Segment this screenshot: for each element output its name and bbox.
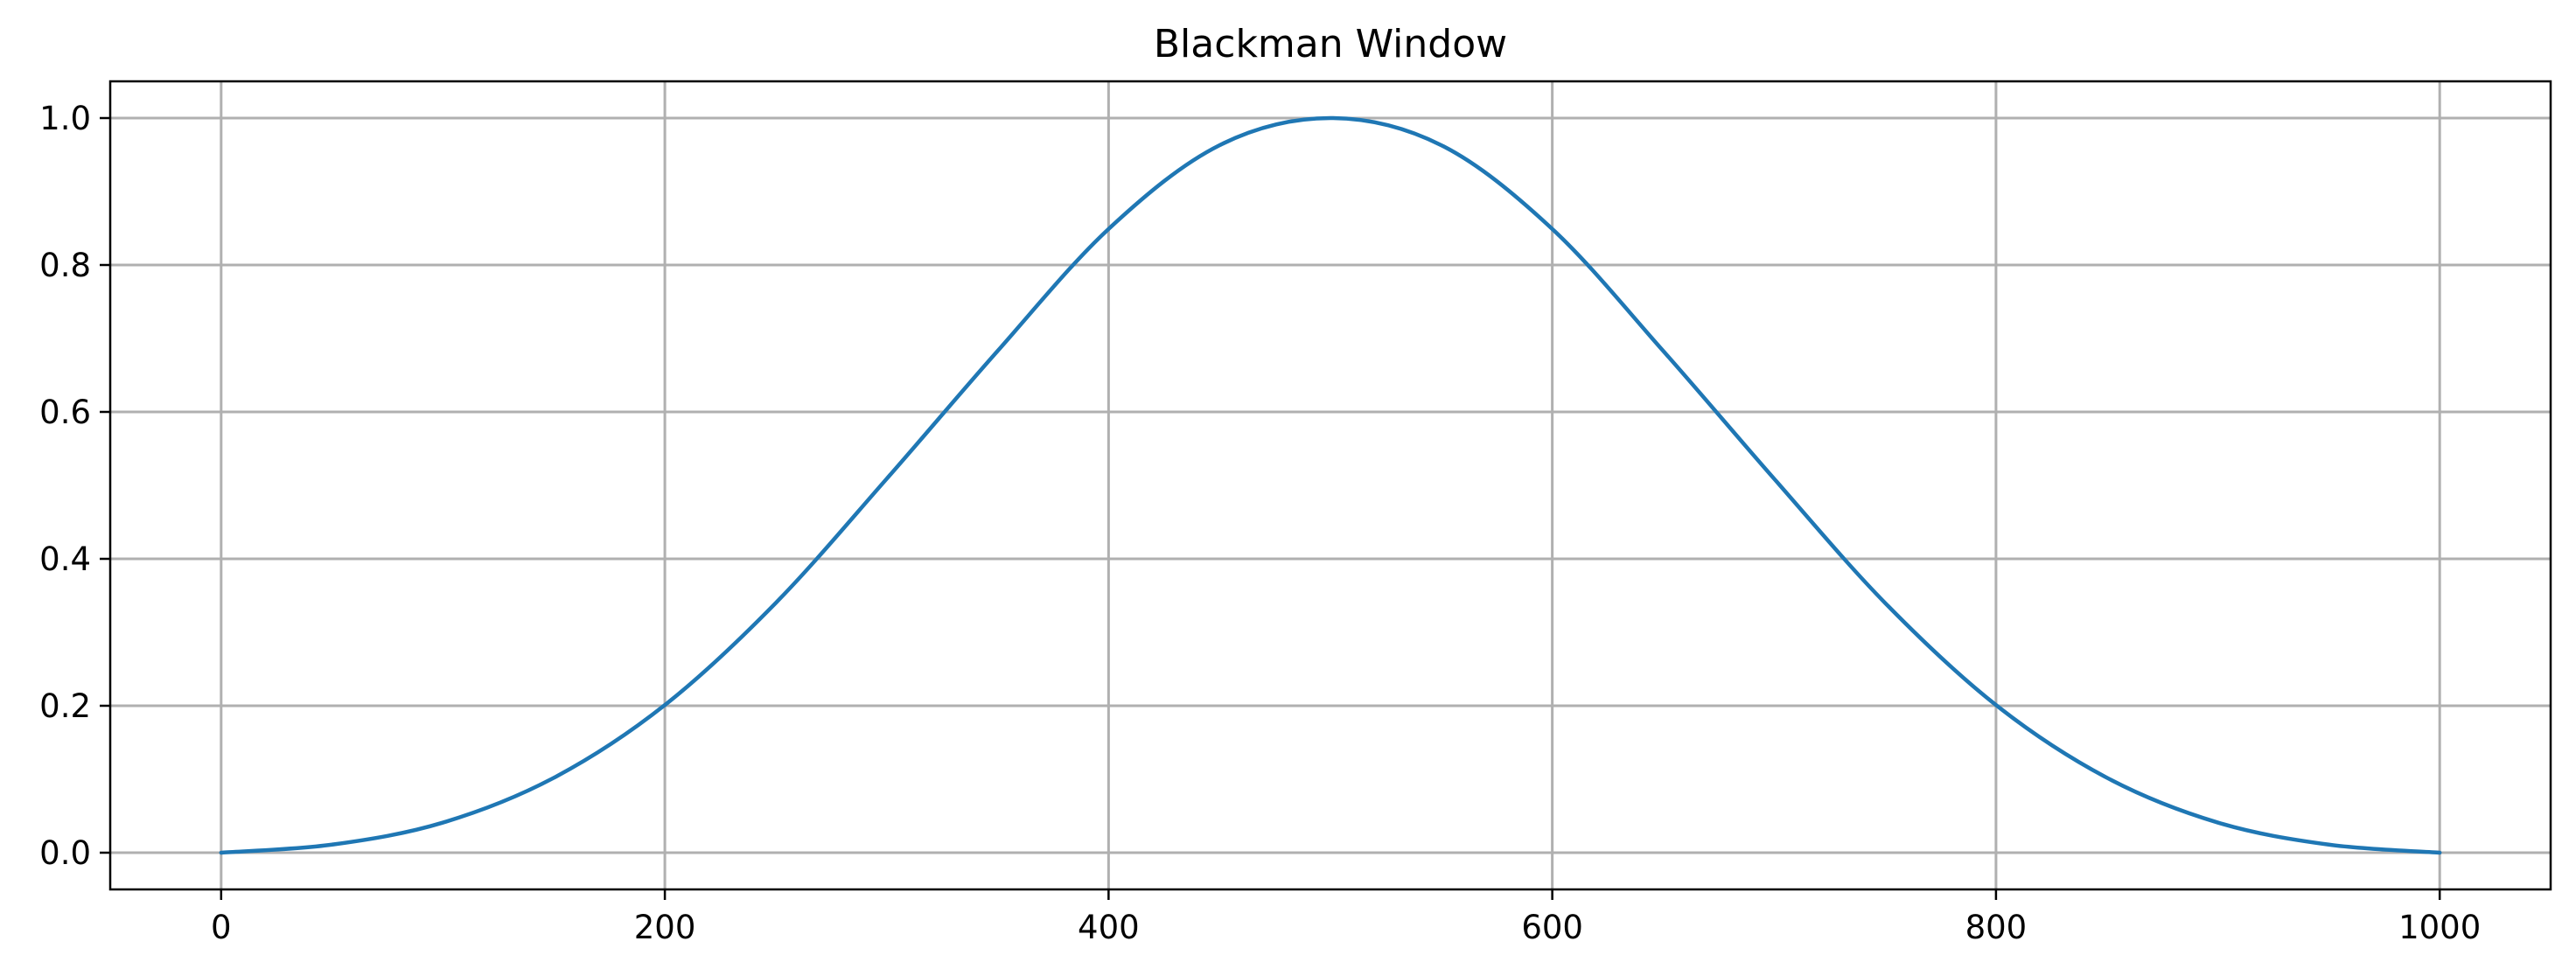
x-tick-label: 0 (211, 909, 232, 946)
y-tick-label: 0.6 (39, 394, 91, 431)
x-tick-label: 400 (1078, 909, 1140, 946)
x-tick-label: 600 (1521, 909, 1583, 946)
x-tick-label: 200 (634, 909, 696, 946)
grid-layer (110, 81, 2551, 889)
y-tick-label: 0.8 (39, 247, 91, 284)
y-tick-label: 1.0 (39, 100, 91, 137)
x-tick-label: 800 (1965, 909, 2028, 946)
series-line (219, 115, 2442, 855)
y-tick-label: 0.0 (39, 834, 91, 872)
series-layer (219, 115, 2442, 855)
x-tick-label: 1000 (2398, 909, 2481, 946)
tick-layer: 0 200 400 600 800 1000 0.0 0.2 0.4 0.6 0.8 1.0 (39, 100, 2481, 946)
y-tick-label: 0.2 (39, 687, 91, 725)
chart-title: Blackman Window (1154, 22, 1507, 66)
axes-frame (108, 80, 2552, 891)
y-tick-label: 0.4 (39, 540, 91, 578)
